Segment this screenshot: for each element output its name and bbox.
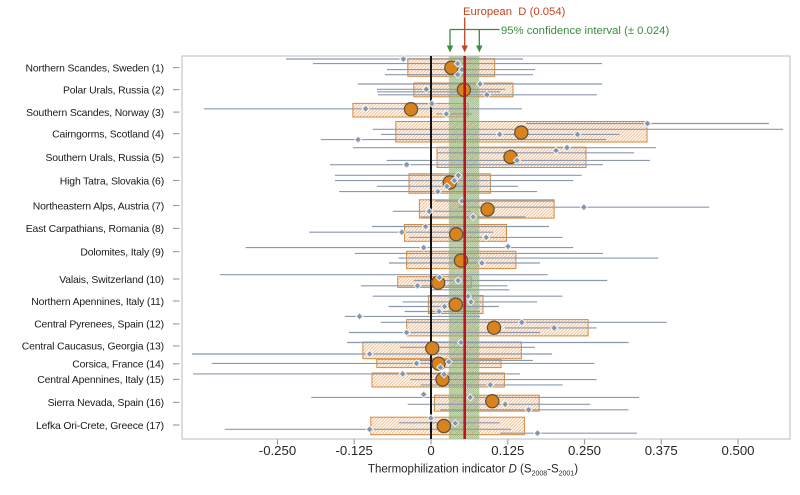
svg-text:East Carpathians, Romania (8): East Carpathians, Romania (8) xyxy=(26,224,164,235)
svg-text:Southern Urals, Russia (5): Southern Urals, Russia (5) xyxy=(45,153,164,164)
svg-text:Valais, Switzerland (10): Valais, Switzerland (10) xyxy=(59,275,164,286)
svg-text:-0.125: -0.125 xyxy=(335,443,372,458)
svg-text:High Tatra, Slovakia (6): High Tatra, Slovakia (6) xyxy=(60,176,164,187)
svg-text:-0.250: -0.250 xyxy=(259,443,296,458)
svg-text:0.500: 0.500 xyxy=(721,443,754,458)
svg-text:Northern Scandes, Sweden (1): Northern Scandes, Sweden (1) xyxy=(26,63,164,74)
svg-text:Central Pyrenees, Spain (12): Central Pyrenees, Spain (12) xyxy=(34,320,164,331)
svg-text:Polar Urals, Russia (2): Polar Urals, Russia (2) xyxy=(63,85,164,96)
svg-text:0.125: 0.125 xyxy=(491,443,524,458)
svg-text:0: 0 xyxy=(427,443,434,458)
svg-text:Central Apennines, Italy (15): Central Apennines, Italy (15) xyxy=(37,375,164,386)
svg-text:Dolomites, Italy (9): Dolomites, Italy (9) xyxy=(80,248,164,259)
svg-text:Northeastern Alps, Austria (7): Northeastern Alps, Austria (7) xyxy=(33,201,164,212)
svg-text:0.375: 0.375 xyxy=(645,443,678,458)
svg-text:Northern Apennines, Italy (11): Northern Apennines, Italy (11) xyxy=(31,297,164,308)
svg-text:Cairngorms, Scotland (4): Cairngorms, Scotland (4) xyxy=(52,130,164,141)
svg-text:Southern Scandes, Norway (3): Southern Scandes, Norway (3) xyxy=(26,108,164,119)
svg-text:Corsica, France (14): Corsica, France (14) xyxy=(72,360,164,371)
svg-text:Sierra Nevada, Spain (16): Sierra Nevada, Spain (16) xyxy=(48,398,164,409)
svg-text:0.250: 0.250 xyxy=(568,443,601,458)
svg-text:95% confidence interval (± 0.0: 95% confidence interval (± 0.024) xyxy=(501,25,669,37)
svg-text:European D (0.054): European D (0.054) xyxy=(463,6,566,18)
svg-text:Thermophilization indicator D: Thermophilization indicator D (S2008-S20… xyxy=(368,464,578,478)
svg-text:Central Caucasus, Georgia (13): Central Caucasus, Georgia (13) xyxy=(22,342,164,353)
svg-text:Lefka Ori-Crete, Greece (17): Lefka Ori-Crete, Greece (17) xyxy=(36,421,164,432)
